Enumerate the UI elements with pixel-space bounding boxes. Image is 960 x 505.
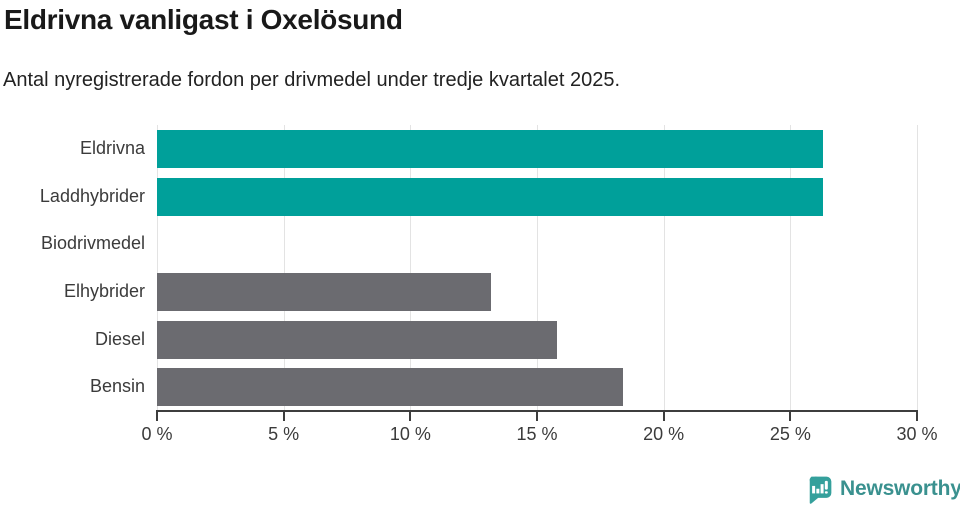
plot-area — [157, 125, 918, 411]
gridline — [790, 125, 792, 411]
bar-eldrivna — [157, 129, 824, 168]
x-axis-tick-label: 5 % — [268, 424, 300, 444]
category-label-eldrivna: Eldrivna — [79, 138, 145, 158]
x-axis-tick — [536, 410, 538, 421]
x-axis-tick — [409, 410, 412, 421]
gridline — [410, 125, 412, 411]
category-label-bensin: Bensin — [89, 376, 145, 397]
x-axis-tick-label: 25 % — [769, 424, 811, 444]
x-axis-tick — [156, 410, 158, 421]
x-axis-tick-label: 0 % — [141, 424, 173, 444]
gridline — [537, 125, 538, 411]
x-axis-tick — [662, 410, 665, 421]
bar-laddhybrider — [157, 177, 824, 216]
category-label-laddhybrider: Laddhybrider — [39, 185, 145, 206]
gridline — [663, 125, 665, 411]
category-label-biodrivmedel: Biodrivmedel — [40, 233, 145, 254]
category-label-elhybrider: Elhybrider — [63, 281, 145, 301]
x-axis-tick-label: 20 % — [643, 424, 685, 444]
bar-bensin — [157, 368, 624, 407]
x-axis-tick — [789, 410, 792, 421]
x-axis-tick-label: 10 % — [389, 424, 431, 444]
gridline — [283, 125, 285, 411]
gridline — [917, 125, 918, 411]
category-label-diesel: Diesel — [94, 328, 145, 349]
bar-diesel — [157, 320, 558, 359]
chart-subtitle: Antal nyregistrerade fordon per drivmede… — [3, 69, 621, 91]
x-axis-tick — [916, 410, 918, 421]
page-title: Eldrivna vanligast i Oxelösund — [4, 4, 403, 35]
x-axis-tick-label: 15 % — [516, 424, 558, 444]
newsworthy-logo-icon — [809, 476, 832, 504]
x-axis-tick — [282, 410, 285, 421]
gridline — [157, 125, 158, 411]
bar-chart: Eldrivna Laddhybrider Biodrivmedel Elhybrid… — [0, 125, 938, 444]
x-axis-tick-label: 30 % — [896, 424, 938, 444]
brand-footer[interactable]: Newsworthy — [804, 473, 960, 505]
brand-name: Newsworthy — [840, 477, 960, 500]
bar-elhybrider — [157, 272, 492, 311]
category-axis: Eldrivna Laddhybrider Biodrivmedel Elhybrid… — [0, 125, 145, 411]
